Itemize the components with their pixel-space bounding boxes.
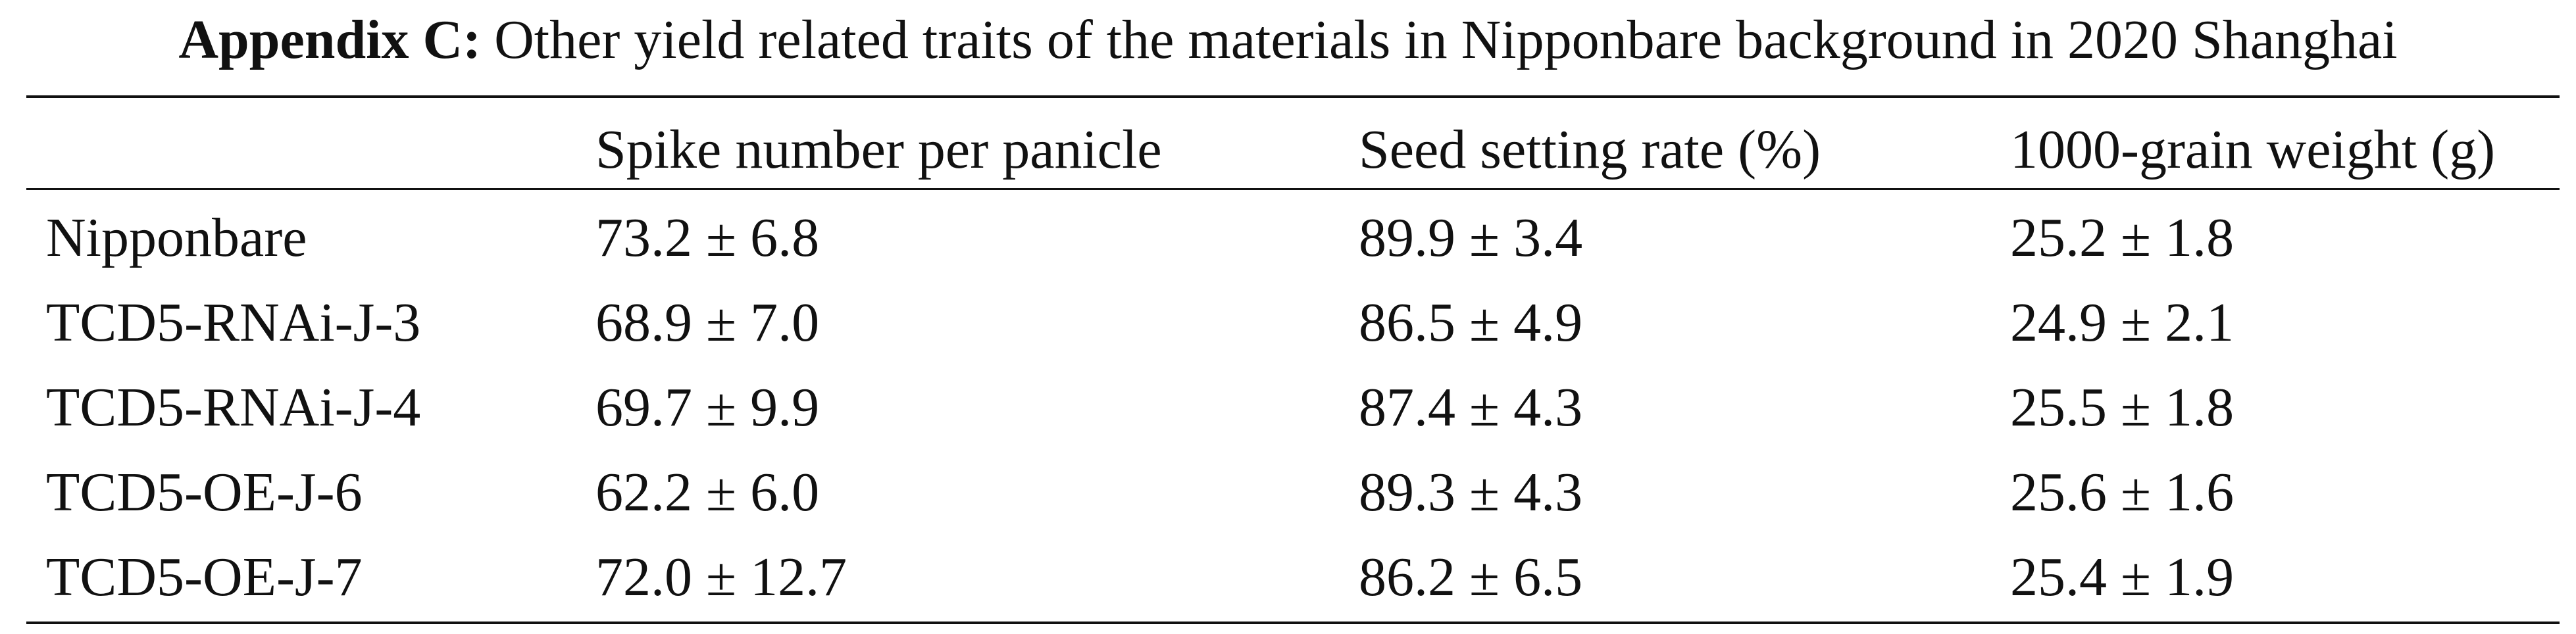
data-cell: 62.2 ± 6.0 [595,462,820,523]
data-cell: 68.9 ± 7.0 [595,292,820,353]
header-rule [26,188,2560,190]
header-cell: Spike number per panicle [595,119,1162,180]
top-rule [26,95,2560,98]
caption: Appendix C: Other yield related traits of… [0,8,2576,72]
data-cell: 89.9 ± 3.4 [1359,207,1583,268]
data-cell: 25.2 ± 1.8 [2010,207,2235,268]
data-cell: 87.4 ± 4.3 [1359,377,1583,438]
row-label: TCD5-OE-J-7 [46,547,363,608]
header-cell: 1000-grain weight (g) [2010,119,2496,180]
row-label: Nipponbare [46,207,307,268]
row-label: TCD5-OE-J-6 [46,462,363,523]
data-cell: 69.7 ± 9.9 [595,377,820,438]
bottom-rule [26,622,2560,624]
data-cell: 25.5 ± 1.8 [2010,377,2235,438]
row-label: TCD5-RNAi-J-3 [46,292,421,353]
data-cell: 86.2 ± 6.5 [1359,547,1583,608]
data-cell: 25.6 ± 1.6 [2010,462,2235,523]
data-cell: 86.5 ± 4.9 [1359,292,1583,353]
caption-text: Other yield related traits of the materi… [494,9,2398,70]
data-cell: 73.2 ± 6.8 [595,207,820,268]
data-cell: 24.9 ± 2.1 [2010,292,2235,353]
caption-label: Appendix C: [178,9,482,70]
data-cell: 72.0 ± 12.7 [595,547,847,608]
data-cell: 25.4 ± 1.9 [2010,547,2235,608]
data-cell: 89.3 ± 4.3 [1359,462,1583,523]
row-label: TCD5-RNAi-J-4 [46,377,421,438]
header-cell: Seed setting rate (%) [1359,119,1821,180]
